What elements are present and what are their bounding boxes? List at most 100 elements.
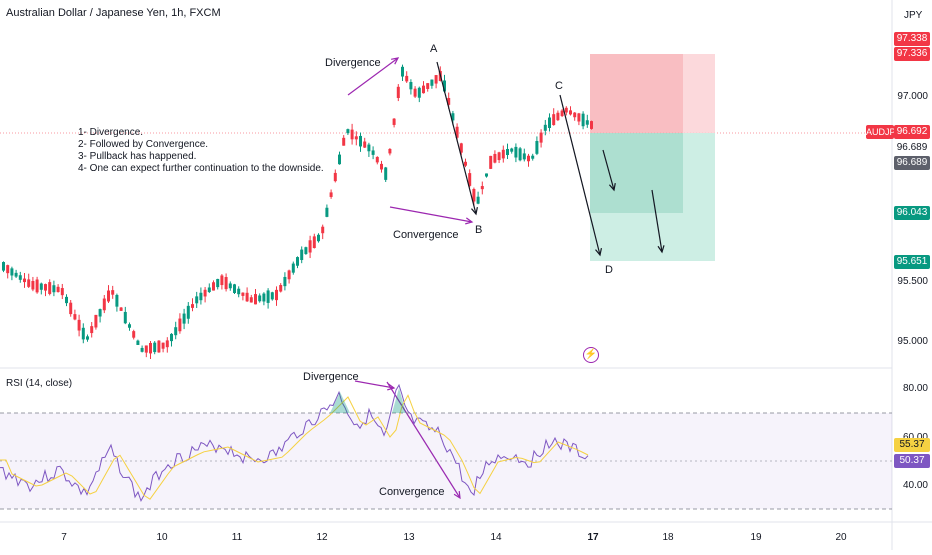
time-tick-17: 17	[587, 532, 599, 543]
price-label-95000: 95.000	[897, 336, 928, 347]
candle-body	[480, 186, 484, 190]
candle-body	[485, 173, 488, 177]
candle-body	[262, 293, 266, 302]
candle-body	[581, 113, 585, 127]
point-a-label: A	[430, 43, 438, 55]
tp-top-badge: 97.338	[894, 32, 930, 46]
candle-body	[275, 289, 278, 301]
candle-body	[464, 161, 467, 166]
candle-body	[283, 276, 287, 287]
rsi-axis-60: 60.00	[888, 432, 928, 443]
price-label-95500: 95.500	[897, 276, 928, 287]
candle-body	[241, 292, 245, 296]
candle-body	[86, 336, 89, 340]
candle-body	[543, 124, 547, 131]
candle-body	[195, 296, 199, 304]
convergence-label: Convergence	[393, 229, 459, 241]
candle-body	[329, 192, 333, 197]
candle-body	[527, 155, 530, 162]
rsi-overbought-fill-2	[392, 388, 406, 413]
rsi-line	[0, 383, 589, 503]
price-label-97000: 97.000	[897, 91, 928, 102]
candle-body	[186, 305, 190, 319]
rsi-overbought-fill-1	[330, 392, 350, 413]
candle-body	[375, 156, 379, 163]
candle-body	[90, 326, 94, 334]
candle-body	[249, 297, 253, 303]
candle-body	[489, 155, 493, 169]
candle-body	[94, 314, 98, 328]
candle-body	[354, 136, 358, 140]
candle-body	[321, 226, 325, 234]
candle-body	[338, 154, 341, 165]
ab-line-head	[471, 207, 478, 216]
convergence-arrow	[389, 206, 473, 223]
candle-body	[23, 278, 26, 283]
candle-body	[522, 153, 526, 160]
candle-body	[216, 278, 220, 288]
candle-body	[56, 286, 60, 293]
candle-body	[136, 340, 140, 345]
time-tick-18: 18	[662, 532, 674, 543]
time-tick-19: 19	[750, 532, 762, 543]
take-profit-zone-ext	[683, 133, 715, 213]
candle-body	[401, 66, 404, 77]
candle-body	[493, 153, 497, 163]
candle-body	[317, 234, 320, 242]
candle-body	[258, 295, 262, 302]
candle-body	[199, 292, 203, 301]
small-arrow-1-head	[608, 183, 616, 192]
candle-body	[359, 135, 362, 147]
candle-body	[350, 129, 354, 140]
candle-body	[69, 302, 73, 315]
candle-body	[447, 97, 451, 105]
candle-body	[417, 87, 421, 98]
candle-body	[161, 342, 165, 349]
notes-block: 1- Divergence. 2- Followed by Convergenc…	[78, 127, 324, 175]
candle-body	[81, 327, 85, 340]
candle-body	[220, 275, 224, 286]
candle-body	[426, 83, 430, 89]
candle-body	[405, 75, 409, 82]
candle-body	[506, 148, 509, 156]
time-tick-12: 12	[316, 532, 328, 543]
candle-body	[165, 340, 169, 348]
candle-body	[132, 331, 136, 338]
candle-body	[342, 137, 346, 146]
candle-body	[346, 129, 350, 134]
candle-body	[443, 80, 446, 92]
candle-body	[31, 280, 35, 290]
time-tick-11: 11	[231, 532, 243, 543]
candle-body	[510, 148, 514, 152]
last-price-badge: 96.692	[894, 125, 930, 139]
candle-body	[459, 143, 463, 153]
candle-body	[48, 282, 52, 294]
divergence-arrow-head	[391, 57, 400, 65]
candle-body	[228, 283, 232, 289]
candle-body	[552, 114, 556, 126]
time-tick-20: 20	[835, 532, 847, 543]
note-3: 3- Pullback has happened.	[78, 151, 197, 162]
candle-body	[472, 189, 476, 202]
rsi-convergence-arrow	[386, 381, 461, 499]
candle-body	[279, 285, 283, 292]
rsi-axis-80: 80.00	[902, 383, 928, 394]
candle-body	[564, 107, 568, 113]
candle-body	[123, 311, 127, 324]
candle-body	[27, 279, 31, 287]
target1-badge: 96.043	[894, 206, 930, 220]
candle-body	[10, 268, 14, 276]
candle-body	[140, 347, 144, 352]
candle-body	[153, 342, 157, 353]
rsi-convergence-label: Convergence	[379, 486, 445, 498]
point-d-label: D	[605, 264, 613, 276]
cd-arrow-head	[595, 248, 603, 257]
currency-label: JPY	[904, 10, 923, 21]
candle-body	[207, 287, 211, 293]
candle-body	[254, 294, 257, 305]
lightning-icon[interactable]: ⚡	[583, 347, 599, 363]
point-c-label: C	[555, 80, 563, 92]
candle-body	[144, 345, 148, 353]
